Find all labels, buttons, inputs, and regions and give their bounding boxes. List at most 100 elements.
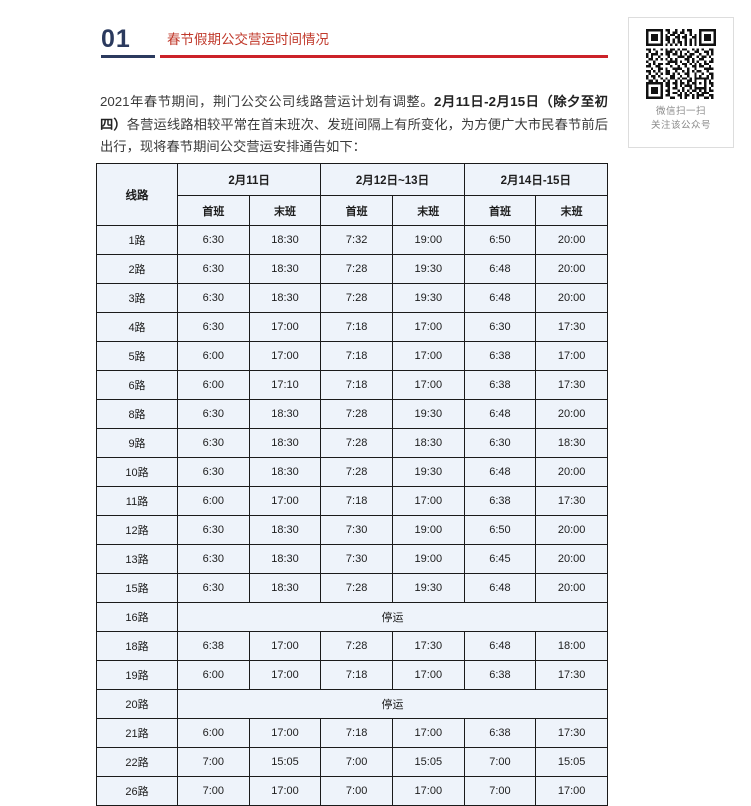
last-bus-cell: 17:00 [535,776,608,806]
table-row: 8路 6:30 18:30 7:28 19:30 6:48 20:00 [96,399,608,429]
last-bus-cell: 18:30 [248,225,322,255]
last-bus-cell: 20:00 [535,457,608,487]
last-bus-cell: 17:10 [248,370,322,400]
first-bus-cell: 7:28 [320,283,393,313]
last-bus-cell: 17:00 [248,776,322,806]
first-bus-cell: 6:38 [463,660,537,690]
last-bus-cell: 18:30 [535,428,608,458]
last-bus-cell: 18:30 [248,515,322,545]
first-bus-cell: 6:48 [463,631,537,661]
intro-paragraph: 2021年春节期间，荆门公交公司线路营运计划有调整。2月11日-2月15日（除夕… [100,91,608,159]
suspended-cell: 停运 [177,602,608,632]
first-bus-cell: 7:00 [320,747,393,777]
last-bus-cell: 18:30 [248,457,322,487]
section-header: 01 春节假期公交营运时间情况 [101,24,608,58]
table-row: 11路 6:00 17:00 7:18 17:00 6:38 17:30 [96,486,608,516]
last-bus-cell: 17:30 [535,312,608,342]
first-bus-cell: 7:30 [320,515,393,545]
last-bus-cell: 18:30 [248,399,322,429]
route-name-cell: 6路 [96,370,178,400]
last-bus-cell: 17:00 [391,341,465,371]
column-header-first-2: 首班 [320,195,393,226]
first-bus-cell: 6:00 [177,341,250,371]
first-bus-cell: 7:18 [320,718,393,748]
last-bus-cell: 20:00 [535,515,608,545]
first-bus-cell: 6:30 [177,428,250,458]
intro-text-part2: 各营运线路相较平常在首末班次、发班间隔上有所变化，为方便广大市民春节前后出行，现… [100,116,609,155]
first-bus-cell: 7:00 [320,776,393,806]
table-row: 4路 6:30 17:00 7:18 17:00 6:30 17:30 [96,312,608,342]
route-name-cell: 15路 [96,573,178,603]
first-bus-cell: 7:18 [320,341,393,371]
table-row: 10路 6:30 18:30 7:28 19:30 6:48 20:00 [96,457,608,487]
first-bus-cell: 7:28 [320,428,393,458]
first-bus-cell: 7:00 [463,747,537,777]
table-row: 2路 6:30 18:30 7:28 19:30 6:48 20:00 [96,254,608,284]
last-bus-cell: 19:30 [391,399,465,429]
last-bus-cell: 18:30 [248,283,322,313]
table-row: 5路 6:00 17:00 7:18 17:00 6:38 17:00 [96,341,608,371]
table-row: 16路 停运 [96,602,608,632]
first-bus-cell: 6:30 [463,428,537,458]
wechat-qr-card: 微信扫一扫 关注该公众号 [628,17,734,148]
route-name-cell: 2路 [96,254,178,284]
first-bus-cell: 7:30 [320,544,393,574]
route-name-cell: 9路 [96,428,178,458]
last-bus-cell: 17:00 [391,370,465,400]
last-bus-cell: 17:30 [391,631,465,661]
column-header-last-2: 末班 [391,195,465,226]
column-header-first-1: 首班 [177,195,250,226]
column-header-group-3: 2月14日-15日 [463,163,608,196]
table-row: 3路 6:30 18:30 7:28 19:30 6:48 20:00 [96,283,608,313]
last-bus-cell: 19:30 [391,283,465,313]
column-header-route: 线路 [96,163,178,226]
table-row: 22路 7:00 15:05 7:00 15:05 7:00 15:05 [96,747,608,777]
first-bus-cell: 7:00 [177,747,250,777]
last-bus-cell: 20:00 [535,573,608,603]
section-number-underline [101,55,155,58]
bus-schedule-table: 线路 2月11日 2月12日~13日 2月14日-15日 首班 末班 首班 末班… [96,163,608,806]
route-name-cell: 13路 [96,544,178,574]
last-bus-cell: 18:30 [248,428,322,458]
table-head: 线路 2月11日 2月12日~13日 2月14日-15日 首班 末班 首班 末班… [96,163,608,226]
route-name-cell: 5路 [96,341,178,371]
last-bus-cell: 15:05 [248,747,322,777]
first-bus-cell: 6:48 [463,283,537,313]
route-name-cell: 26路 [96,776,178,806]
intro-text-bold: 2月11日-2月15日（除夕至初四） [100,94,608,132]
first-bus-cell: 6:00 [177,660,250,690]
first-bus-cell: 6:30 [177,573,250,603]
qr-caption-line-2: 关注该公众号 [650,120,711,131]
route-name-cell: 18路 [96,631,178,661]
last-bus-cell: 17:00 [391,660,465,690]
last-bus-cell: 20:00 [535,399,608,429]
first-bus-cell: 6:00 [177,370,250,400]
first-bus-cell: 6:38 [463,341,537,371]
table-row: 15路 6:30 18:30 7:28 19:30 6:48 20:00 [96,573,608,603]
route-name-cell: 16路 [96,602,178,632]
qr-caption: 微信扫一扫 关注该公众号 [629,105,733,133]
first-bus-cell: 6:48 [463,254,537,284]
route-name-cell: 8路 [96,399,178,429]
last-bus-cell: 18:30 [248,573,322,603]
intro-text-part1: 2021年春节期间，荆门公交公司线路营运计划有调整。 [100,94,435,110]
column-header-group-2: 2月12日~13日 [320,163,465,196]
first-bus-cell: 7:28 [320,254,393,284]
first-bus-cell: 6:50 [463,225,537,255]
last-bus-cell: 18:00 [535,631,608,661]
first-bus-cell: 6:38 [463,718,537,748]
route-name-cell: 20路 [96,689,178,719]
first-bus-cell: 6:00 [177,486,250,516]
table-row: 18路 6:38 17:00 7:28 17:30 6:48 18:00 [96,631,608,661]
last-bus-cell: 17:00 [248,631,322,661]
first-bus-cell: 6:48 [463,399,537,429]
last-bus-cell: 20:00 [535,254,608,284]
route-name-cell: 22路 [96,747,178,777]
first-bus-cell: 6:30 [177,254,250,284]
first-bus-cell: 7:18 [320,486,393,516]
column-header-first-3: 首班 [463,195,537,226]
last-bus-cell: 20:00 [535,225,608,255]
first-bus-cell: 6:30 [177,283,250,313]
route-name-cell: 12路 [96,515,178,545]
qr-code-icon [646,29,716,99]
